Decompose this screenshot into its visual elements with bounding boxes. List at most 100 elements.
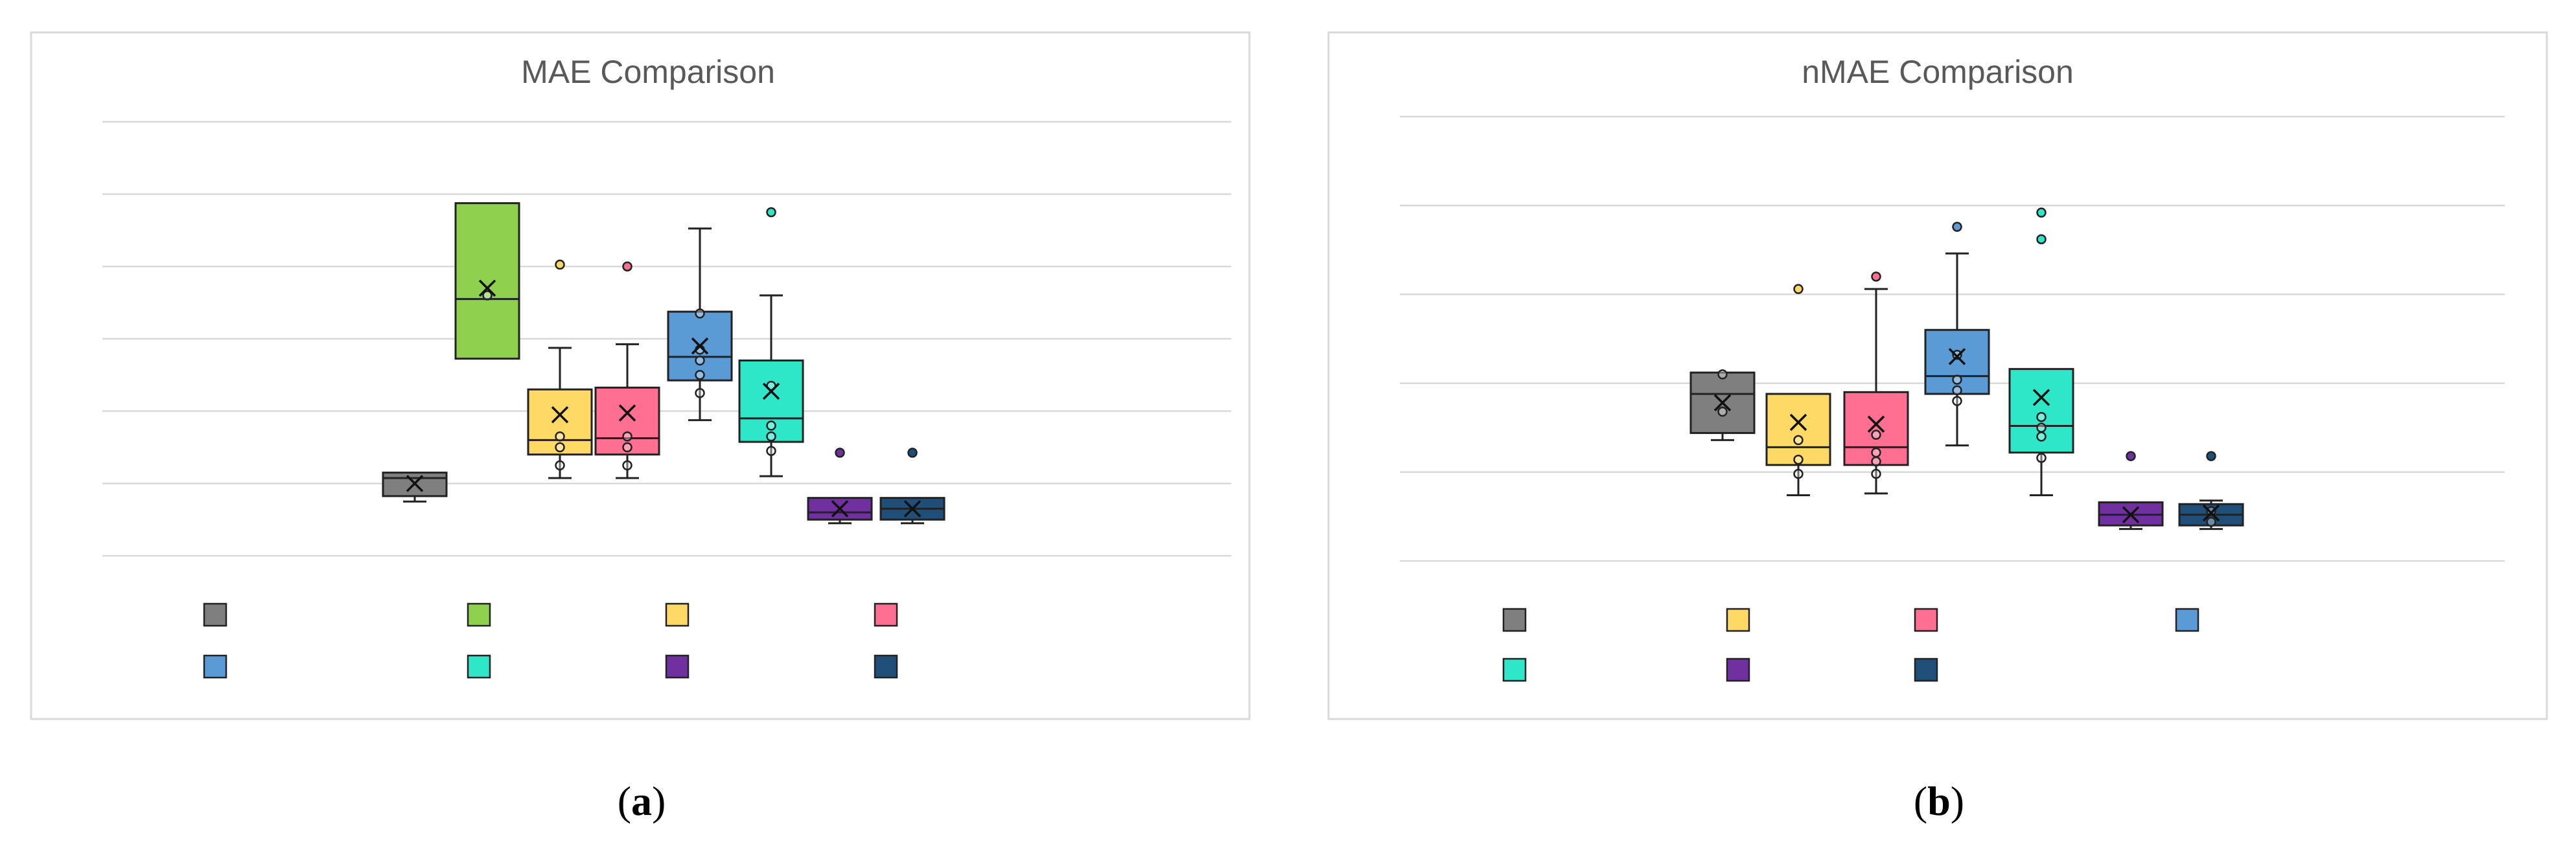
data-point [622, 460, 632, 471]
data-point [2206, 516, 2216, 527]
box-iqr [454, 202, 520, 360]
data-point [482, 290, 493, 301]
mean-marker [691, 337, 709, 355]
outlier-point [2126, 451, 2136, 461]
data-point [1871, 447, 1881, 458]
legend-swatch [1726, 608, 1750, 632]
outlier-point [1793, 284, 1804, 294]
outlier-point [1871, 271, 1881, 282]
data-point [695, 370, 705, 380]
legend-swatch [1502, 608, 1527, 632]
data-point [1952, 385, 1962, 396]
mean-marker [2122, 506, 2140, 523]
mean-marker [406, 475, 424, 492]
legend-swatch [2175, 608, 2199, 632]
mean-marker [1789, 413, 1807, 431]
legend-swatch [203, 602, 227, 627]
mean-marker [1948, 348, 1966, 365]
legend-swatch [874, 654, 898, 679]
box-iqr [1843, 391, 1909, 466]
data-point [695, 355, 705, 366]
caption-a-letter: a [631, 778, 652, 824]
box-b-0 [1689, 369, 1756, 441]
mean-marker [831, 500, 849, 518]
mean-marker [2032, 389, 2050, 406]
box-a-6 [807, 448, 873, 525]
box-b-5 [2098, 451, 2164, 531]
legend-swatch [467, 654, 491, 679]
outlier-point [1952, 222, 1962, 232]
mean-marker [1867, 415, 1885, 433]
data-point [2206, 506, 2216, 516]
caption-a: (a) [618, 778, 666, 824]
legend-swatch [1914, 608, 1938, 632]
data-point [1952, 396, 1962, 406]
chart-a-legend [203, 602, 898, 679]
mean-marker [2202, 504, 2220, 522]
legend-swatch [665, 602, 690, 627]
legend-swatch [203, 654, 227, 679]
box-iqr [738, 360, 804, 443]
mean-marker [1713, 394, 1732, 412]
box-b-6 [2178, 451, 2244, 531]
data-point [1793, 454, 1804, 465]
chart-a-plot [102, 120, 1231, 557]
caption-b: (b) [1914, 778, 1964, 824]
caption-b-letter: b [1927, 778, 1951, 824]
data-point [622, 431, 632, 442]
data-point [1717, 369, 1728, 380]
outlier-point [766, 207, 776, 218]
data-point [2036, 422, 2047, 433]
outlier-point [835, 448, 845, 458]
data-point [2036, 453, 2047, 463]
outlier-point [622, 261, 632, 272]
data-point [1871, 456, 1881, 467]
outlier-point [2036, 207, 2047, 218]
data-point [1717, 406, 1728, 417]
legend-swatch [467, 602, 491, 627]
chart-a-title: MAE Comparison [521, 54, 775, 90]
chart-b-plot [1400, 115, 2505, 562]
box-a-7 [879, 448, 946, 525]
box-a-3 [594, 261, 660, 479]
mean-marker [903, 500, 922, 518]
data-point [1793, 468, 1804, 479]
data-point [695, 308, 705, 319]
data-point [555, 460, 565, 471]
data-point [1793, 435, 1804, 446]
data-point [766, 420, 776, 431]
legend-swatch [1502, 657, 1527, 682]
legend-swatch [1726, 657, 1750, 682]
box-iqr [1765, 393, 1831, 466]
mean-marker [551, 406, 569, 424]
box-b-2 [1843, 271, 1909, 495]
data-point [2036, 411, 2047, 422]
legend-swatch [1914, 657, 1938, 682]
box-iqr [2008, 368, 2074, 454]
outlier-point [907, 448, 918, 458]
box-a-4 [667, 227, 733, 422]
data-point [1871, 429, 1881, 440]
data-point [766, 446, 776, 456]
data-point [1952, 374, 1962, 385]
box-a-1 [454, 202, 520, 360]
legend-swatch [874, 602, 898, 627]
box-a-2 [527, 259, 593, 479]
box-b-3 [1924, 222, 1990, 447]
mean-marker [478, 279, 496, 297]
box-a-0 [382, 472, 448, 503]
box-a-5 [738, 207, 804, 477]
mean-marker [762, 382, 780, 400]
data-point [1871, 468, 1881, 479]
data-point [2036, 431, 2047, 442]
chart-a-frame [30, 31, 1251, 720]
legend-swatch [665, 654, 690, 679]
box-b-4 [2008, 207, 2074, 496]
data-point [766, 431, 776, 442]
outlier-point [2036, 234, 2047, 245]
data-point [1952, 349, 1962, 360]
outlier-point [2206, 451, 2216, 461]
data-point [555, 442, 565, 453]
data-point [695, 388, 705, 398]
